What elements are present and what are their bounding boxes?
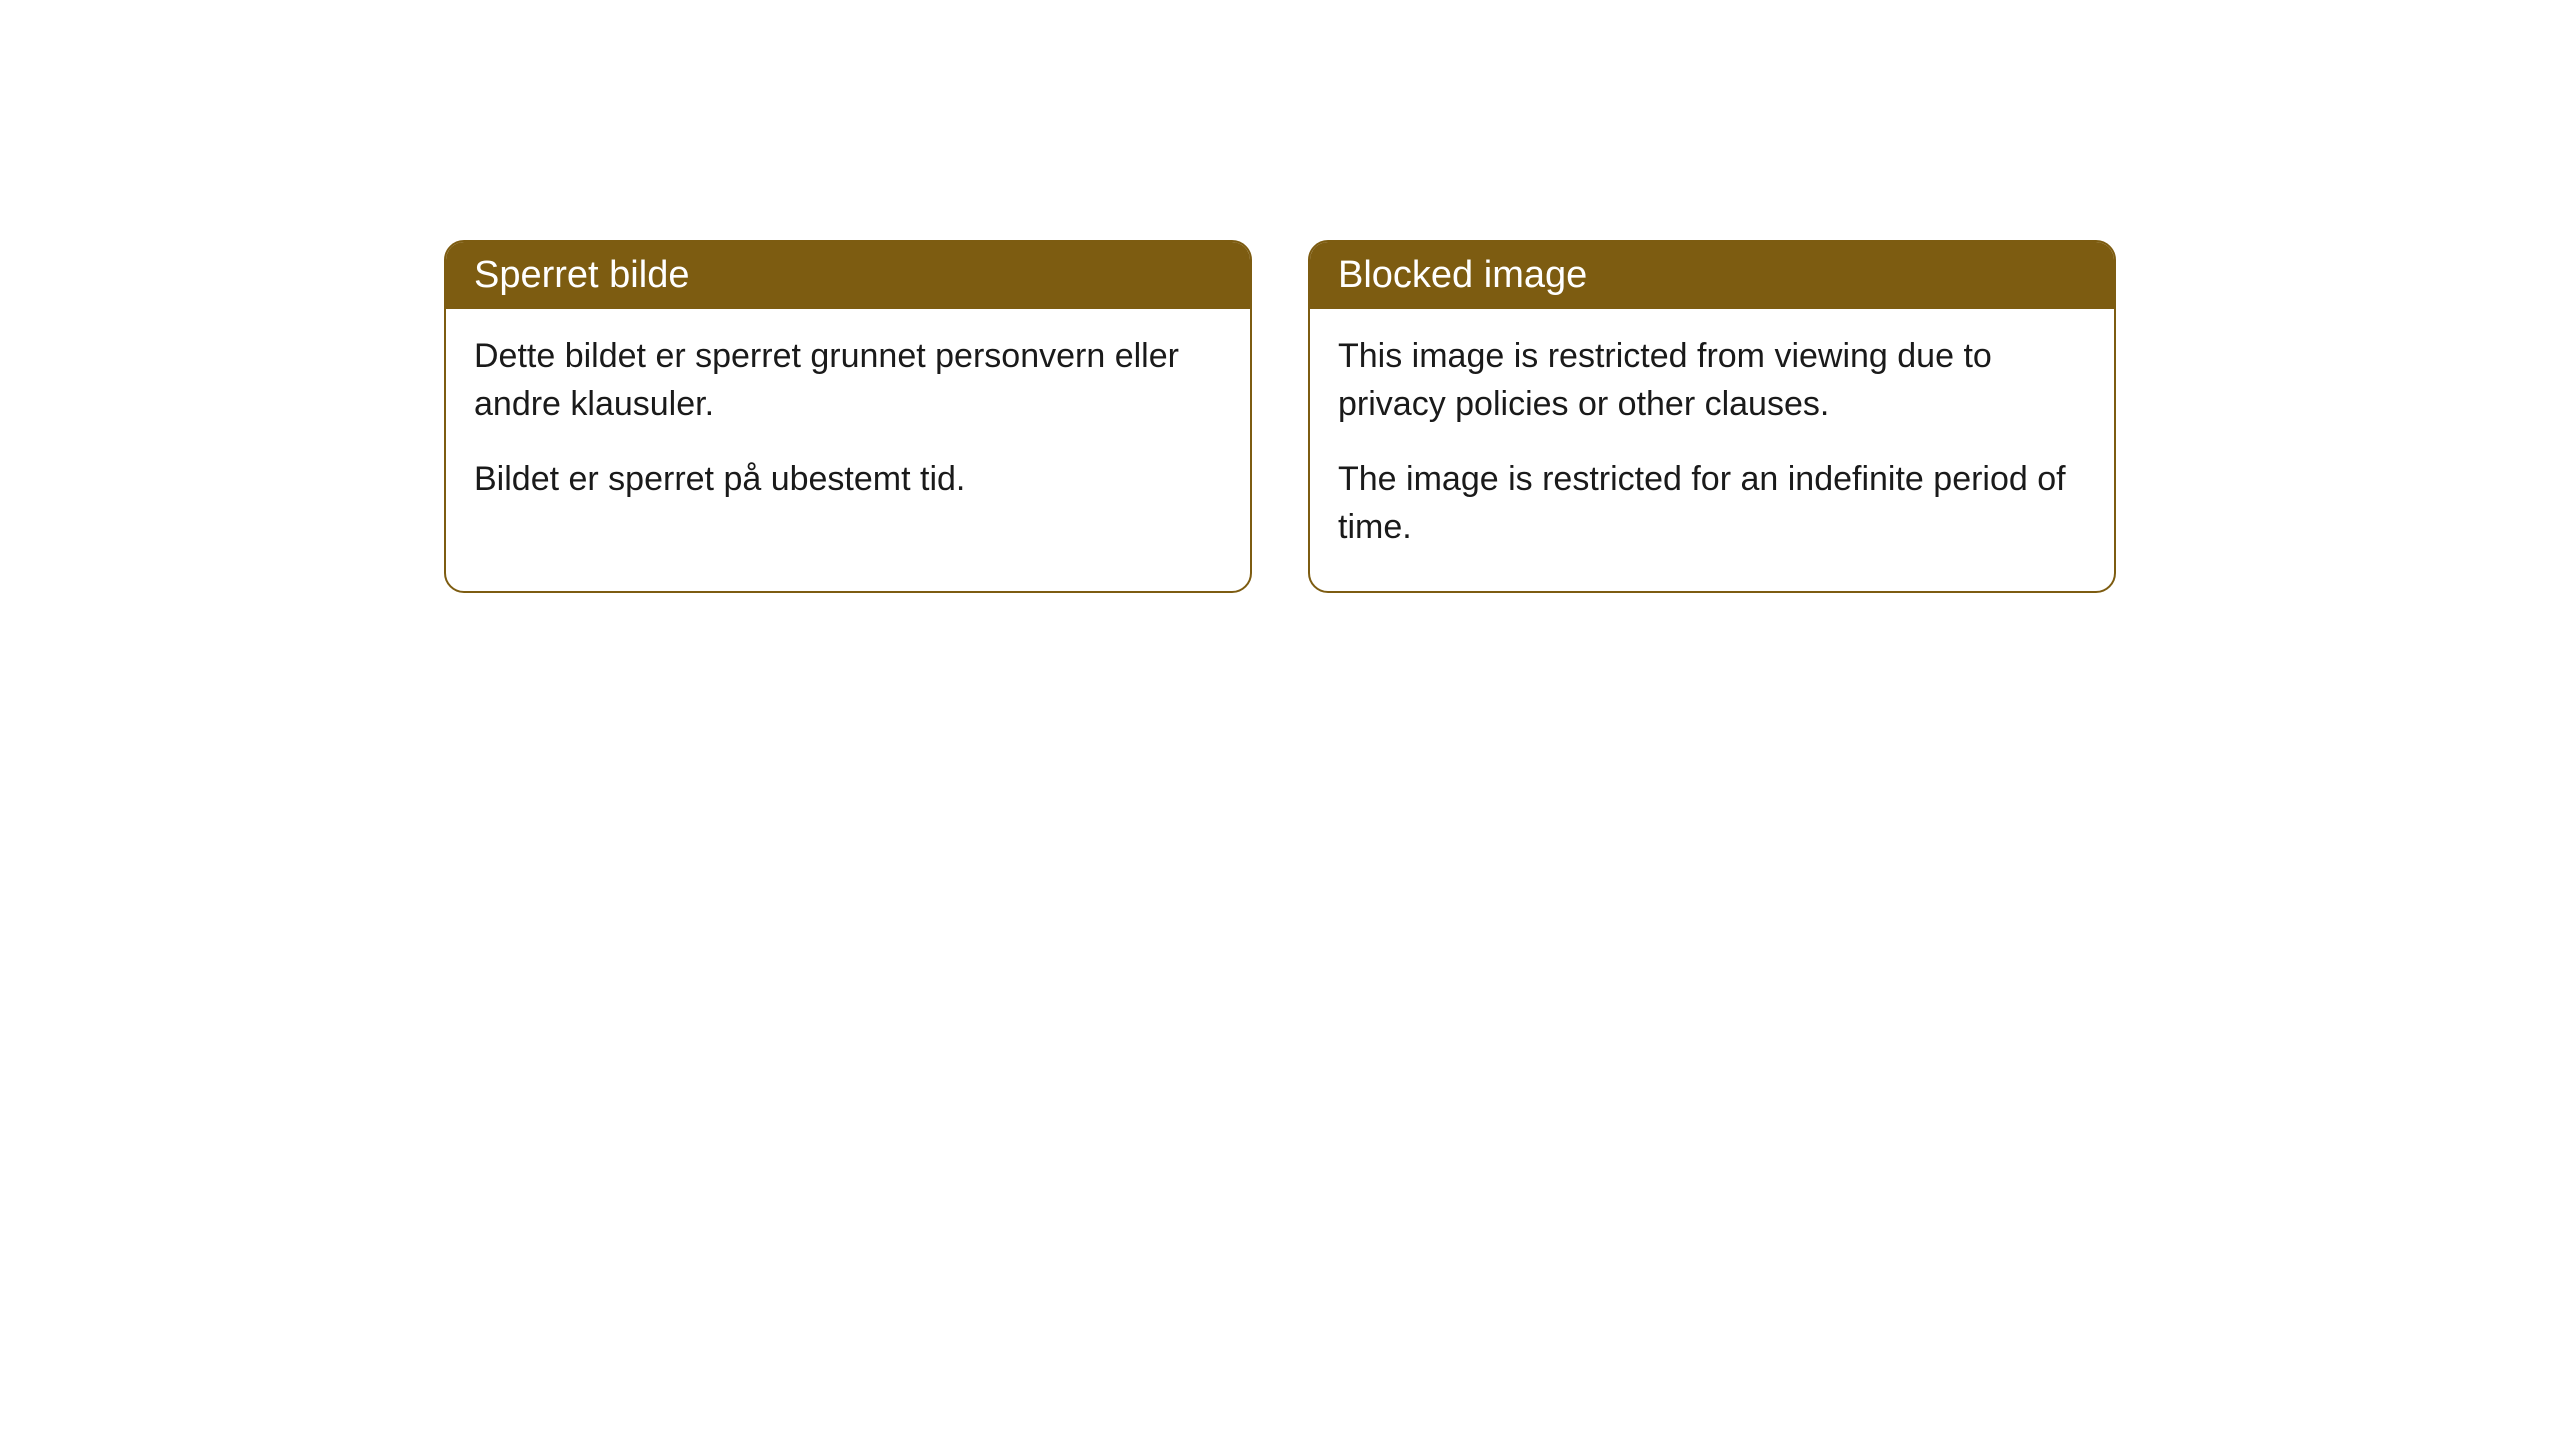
card-title: Blocked image [1338,254,1587,296]
card-header: Blocked image [1310,242,2114,309]
card-paragraph: The image is restricted for an indefinit… [1338,456,2086,551]
card-paragraph: This image is restricted from viewing du… [1338,333,2086,428]
blocked-image-card-norwegian: Sperret bilde Dette bildet er sperret gr… [444,240,1252,593]
card-paragraph: Dette bildet er sperret grunnet personve… [474,333,1222,428]
card-paragraph: Bildet er sperret på ubestemt tid. [474,456,1222,504]
card-body: This image is restricted from viewing du… [1310,309,2114,591]
cards-container: Sperret bilde Dette bildet er sperret gr… [0,240,2560,593]
blocked-image-card-english: Blocked image This image is restricted f… [1308,240,2116,593]
card-body: Dette bildet er sperret grunnet personve… [446,309,1250,544]
card-title: Sperret bilde [474,254,689,296]
card-header: Sperret bilde [446,242,1250,309]
